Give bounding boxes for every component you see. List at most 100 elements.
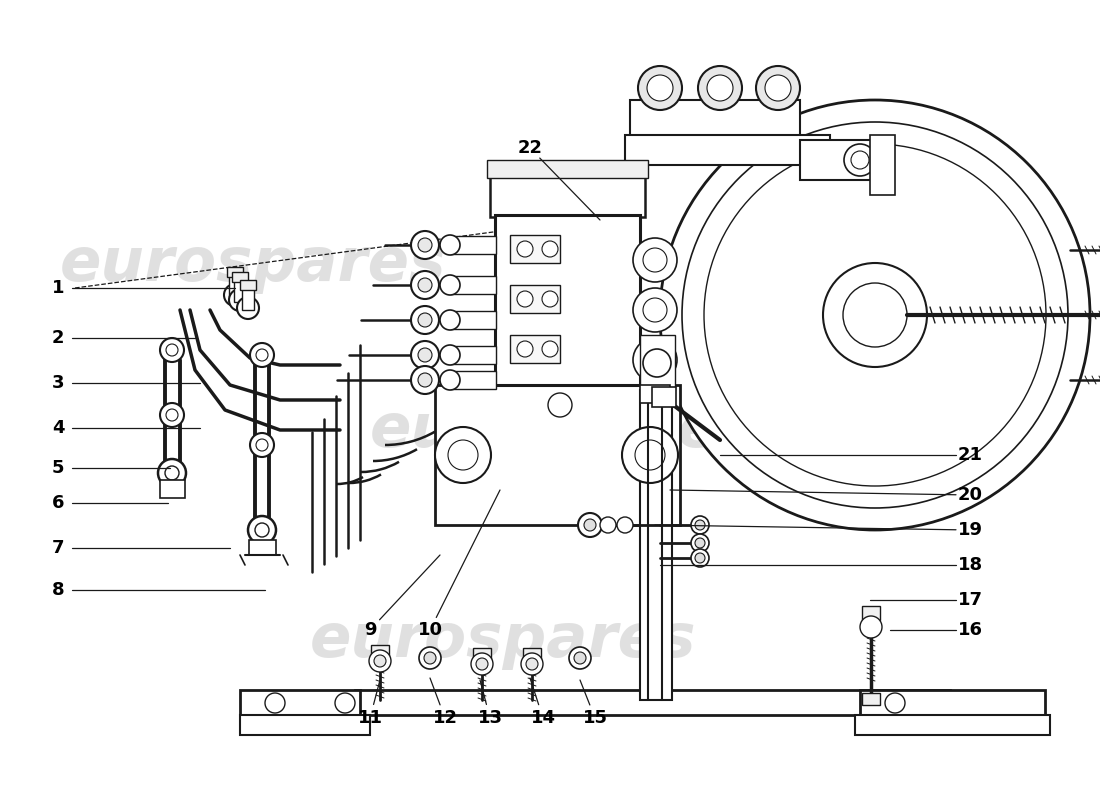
Circle shape	[411, 366, 439, 394]
Circle shape	[448, 440, 478, 470]
Circle shape	[682, 122, 1068, 508]
Bar	[450, 276, 496, 294]
Circle shape	[471, 653, 493, 675]
Circle shape	[160, 403, 184, 427]
Circle shape	[424, 652, 436, 664]
Circle shape	[621, 427, 678, 483]
Bar	[640, 335, 675, 390]
Text: 2: 2	[52, 329, 64, 347]
Text: 9: 9	[364, 621, 376, 639]
Circle shape	[255, 523, 270, 537]
Text: 17: 17	[957, 591, 982, 609]
Bar	[487, 160, 648, 178]
Circle shape	[660, 100, 1090, 530]
Circle shape	[526, 658, 538, 670]
Text: 3: 3	[52, 374, 64, 392]
Circle shape	[695, 538, 705, 548]
Circle shape	[569, 647, 591, 669]
Bar	[355, 690, 950, 715]
Circle shape	[521, 653, 543, 675]
Bar	[232, 272, 248, 282]
Text: 14: 14	[530, 709, 556, 727]
Circle shape	[256, 349, 268, 361]
Circle shape	[632, 288, 676, 332]
Text: 19: 19	[957, 521, 982, 539]
Circle shape	[368, 650, 390, 672]
Circle shape	[691, 534, 710, 552]
Circle shape	[584, 519, 596, 531]
Text: 21: 21	[957, 446, 982, 464]
Bar	[630, 100, 800, 140]
Circle shape	[229, 289, 251, 311]
Bar	[240, 715, 370, 735]
Text: eurospares: eurospares	[60, 235, 447, 294]
Bar	[160, 480, 185, 498]
Circle shape	[256, 439, 268, 451]
Text: 13: 13	[477, 709, 503, 727]
Circle shape	[434, 427, 491, 483]
Circle shape	[574, 652, 586, 664]
Bar	[862, 606, 880, 620]
Text: 15: 15	[583, 709, 607, 727]
Circle shape	[418, 373, 432, 387]
Circle shape	[578, 513, 602, 537]
Circle shape	[166, 409, 178, 421]
Circle shape	[617, 517, 632, 533]
Circle shape	[695, 520, 705, 530]
Circle shape	[265, 693, 285, 713]
Text: 12: 12	[432, 709, 458, 727]
Text: 1: 1	[52, 279, 64, 297]
Bar	[229, 275, 241, 297]
Bar	[227, 267, 243, 277]
Text: 4: 4	[52, 419, 64, 437]
Circle shape	[542, 341, 558, 357]
Circle shape	[440, 235, 460, 255]
Circle shape	[411, 271, 439, 299]
Circle shape	[886, 693, 905, 713]
Bar	[495, 215, 640, 385]
Circle shape	[548, 393, 572, 417]
Bar	[242, 288, 254, 310]
Bar	[860, 690, 1045, 715]
Circle shape	[542, 291, 558, 307]
Text: eurospares: eurospares	[310, 610, 696, 670]
Text: 16: 16	[957, 621, 982, 639]
Circle shape	[698, 66, 742, 110]
Circle shape	[644, 348, 667, 372]
Circle shape	[250, 433, 274, 457]
Circle shape	[704, 144, 1046, 486]
Circle shape	[160, 338, 184, 362]
Text: 7: 7	[52, 539, 64, 557]
Bar	[640, 390, 672, 700]
Circle shape	[632, 238, 676, 282]
Bar	[249, 540, 276, 555]
Circle shape	[419, 647, 441, 669]
Circle shape	[158, 459, 186, 487]
Bar	[870, 135, 895, 195]
Bar	[434, 385, 680, 525]
Circle shape	[440, 310, 460, 330]
Circle shape	[250, 343, 274, 367]
Text: 18: 18	[957, 556, 982, 574]
Circle shape	[691, 549, 710, 567]
Bar	[240, 690, 360, 715]
Bar	[510, 285, 560, 313]
Bar	[473, 648, 491, 660]
Circle shape	[166, 344, 178, 356]
Circle shape	[517, 341, 534, 357]
Text: 5: 5	[52, 459, 64, 477]
Circle shape	[635, 440, 666, 470]
Circle shape	[632, 338, 676, 382]
Circle shape	[851, 151, 869, 169]
Text: eurospares: eurospares	[370, 401, 757, 459]
Circle shape	[224, 284, 246, 306]
Text: 8: 8	[52, 581, 64, 599]
Circle shape	[440, 345, 460, 365]
Bar	[450, 236, 496, 254]
Circle shape	[418, 348, 432, 362]
Circle shape	[440, 370, 460, 390]
Text: 6: 6	[52, 494, 64, 512]
Bar	[450, 371, 496, 389]
Circle shape	[336, 693, 355, 713]
Bar	[510, 335, 560, 363]
